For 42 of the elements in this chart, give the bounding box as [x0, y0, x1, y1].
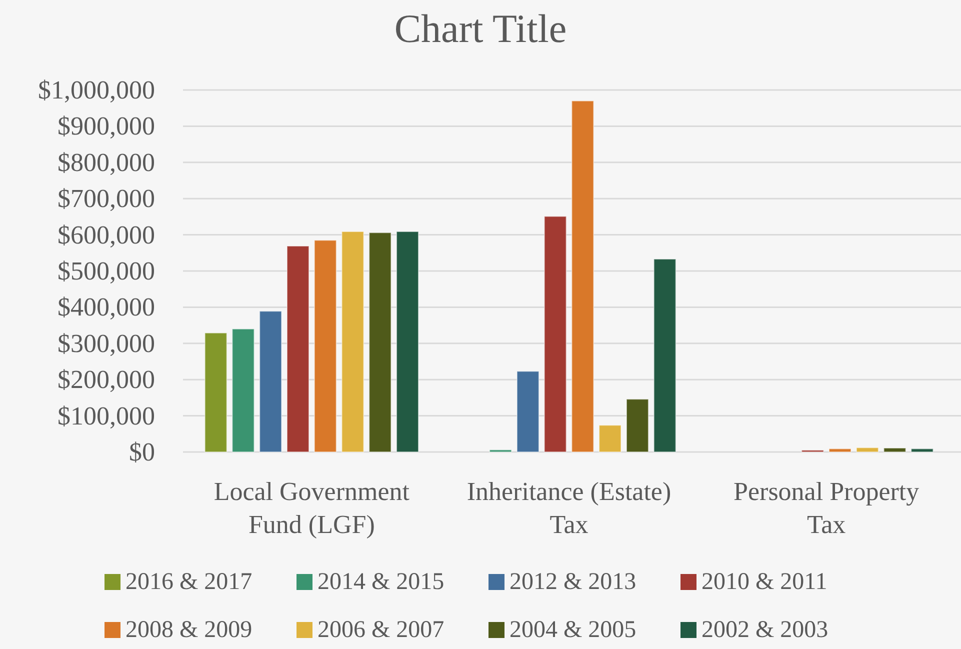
y-tick-label: $800,000 [58, 148, 155, 177]
y-tick-label: $700,000 [58, 184, 155, 214]
bar [341, 231, 364, 452]
y-tick-label: $1,000,000 [38, 76, 155, 104]
legend-label: 2014 & 2015 [318, 569, 444, 595]
bar [598, 424, 622, 452]
bar [910, 448, 934, 452]
bar [883, 448, 906, 452]
y-tick-label: $200,000 [58, 365, 155, 394]
legend-label: 2010 & 2011 [702, 569, 828, 595]
y-tick-label: $100,000 [58, 401, 155, 430]
y-tick-label: $0 [129, 438, 155, 466]
legend-label: 2004 & 2005 [510, 617, 636, 643]
bar [232, 328, 255, 452]
bar [653, 258, 676, 452]
y-tick-label: $900,000 [58, 112, 155, 141]
bar [571, 100, 594, 452]
y-tick-label: $600,000 [58, 220, 155, 250]
bar [544, 216, 567, 452]
bar [259, 310, 282, 452]
legend-label: 2002 & 2003 [702, 617, 828, 643]
y-tick-label: $400,000 [58, 292, 155, 322]
bar [396, 231, 419, 452]
bar [516, 370, 540, 452]
bar [314, 240, 337, 452]
bar [204, 332, 228, 452]
legend-label: 2012 & 2013 [510, 569, 636, 595]
bar [489, 449, 512, 452]
bar [626, 398, 649, 452]
y-tick-label: $300,000 [58, 328, 155, 358]
bar [368, 232, 392, 452]
x-tick-label: Local Government Fund (LGF) [214, 477, 410, 539]
x-tick-label: Personal Property Tax [734, 477, 920, 539]
x-tick-label: Inheritance (Estate) Tax [466, 477, 672, 539]
legend-label: 2006 & 2007 [318, 617, 444, 643]
chart-title: Chart Title [394, 6, 567, 51]
legend-label: 2008 & 2009 [126, 617, 252, 643]
bar [856, 447, 879, 452]
y-tick-label: $500,000 [58, 256, 155, 286]
bar [286, 246, 310, 452]
bar [828, 448, 852, 452]
legend-label: 2016 & 2017 [126, 569, 252, 595]
